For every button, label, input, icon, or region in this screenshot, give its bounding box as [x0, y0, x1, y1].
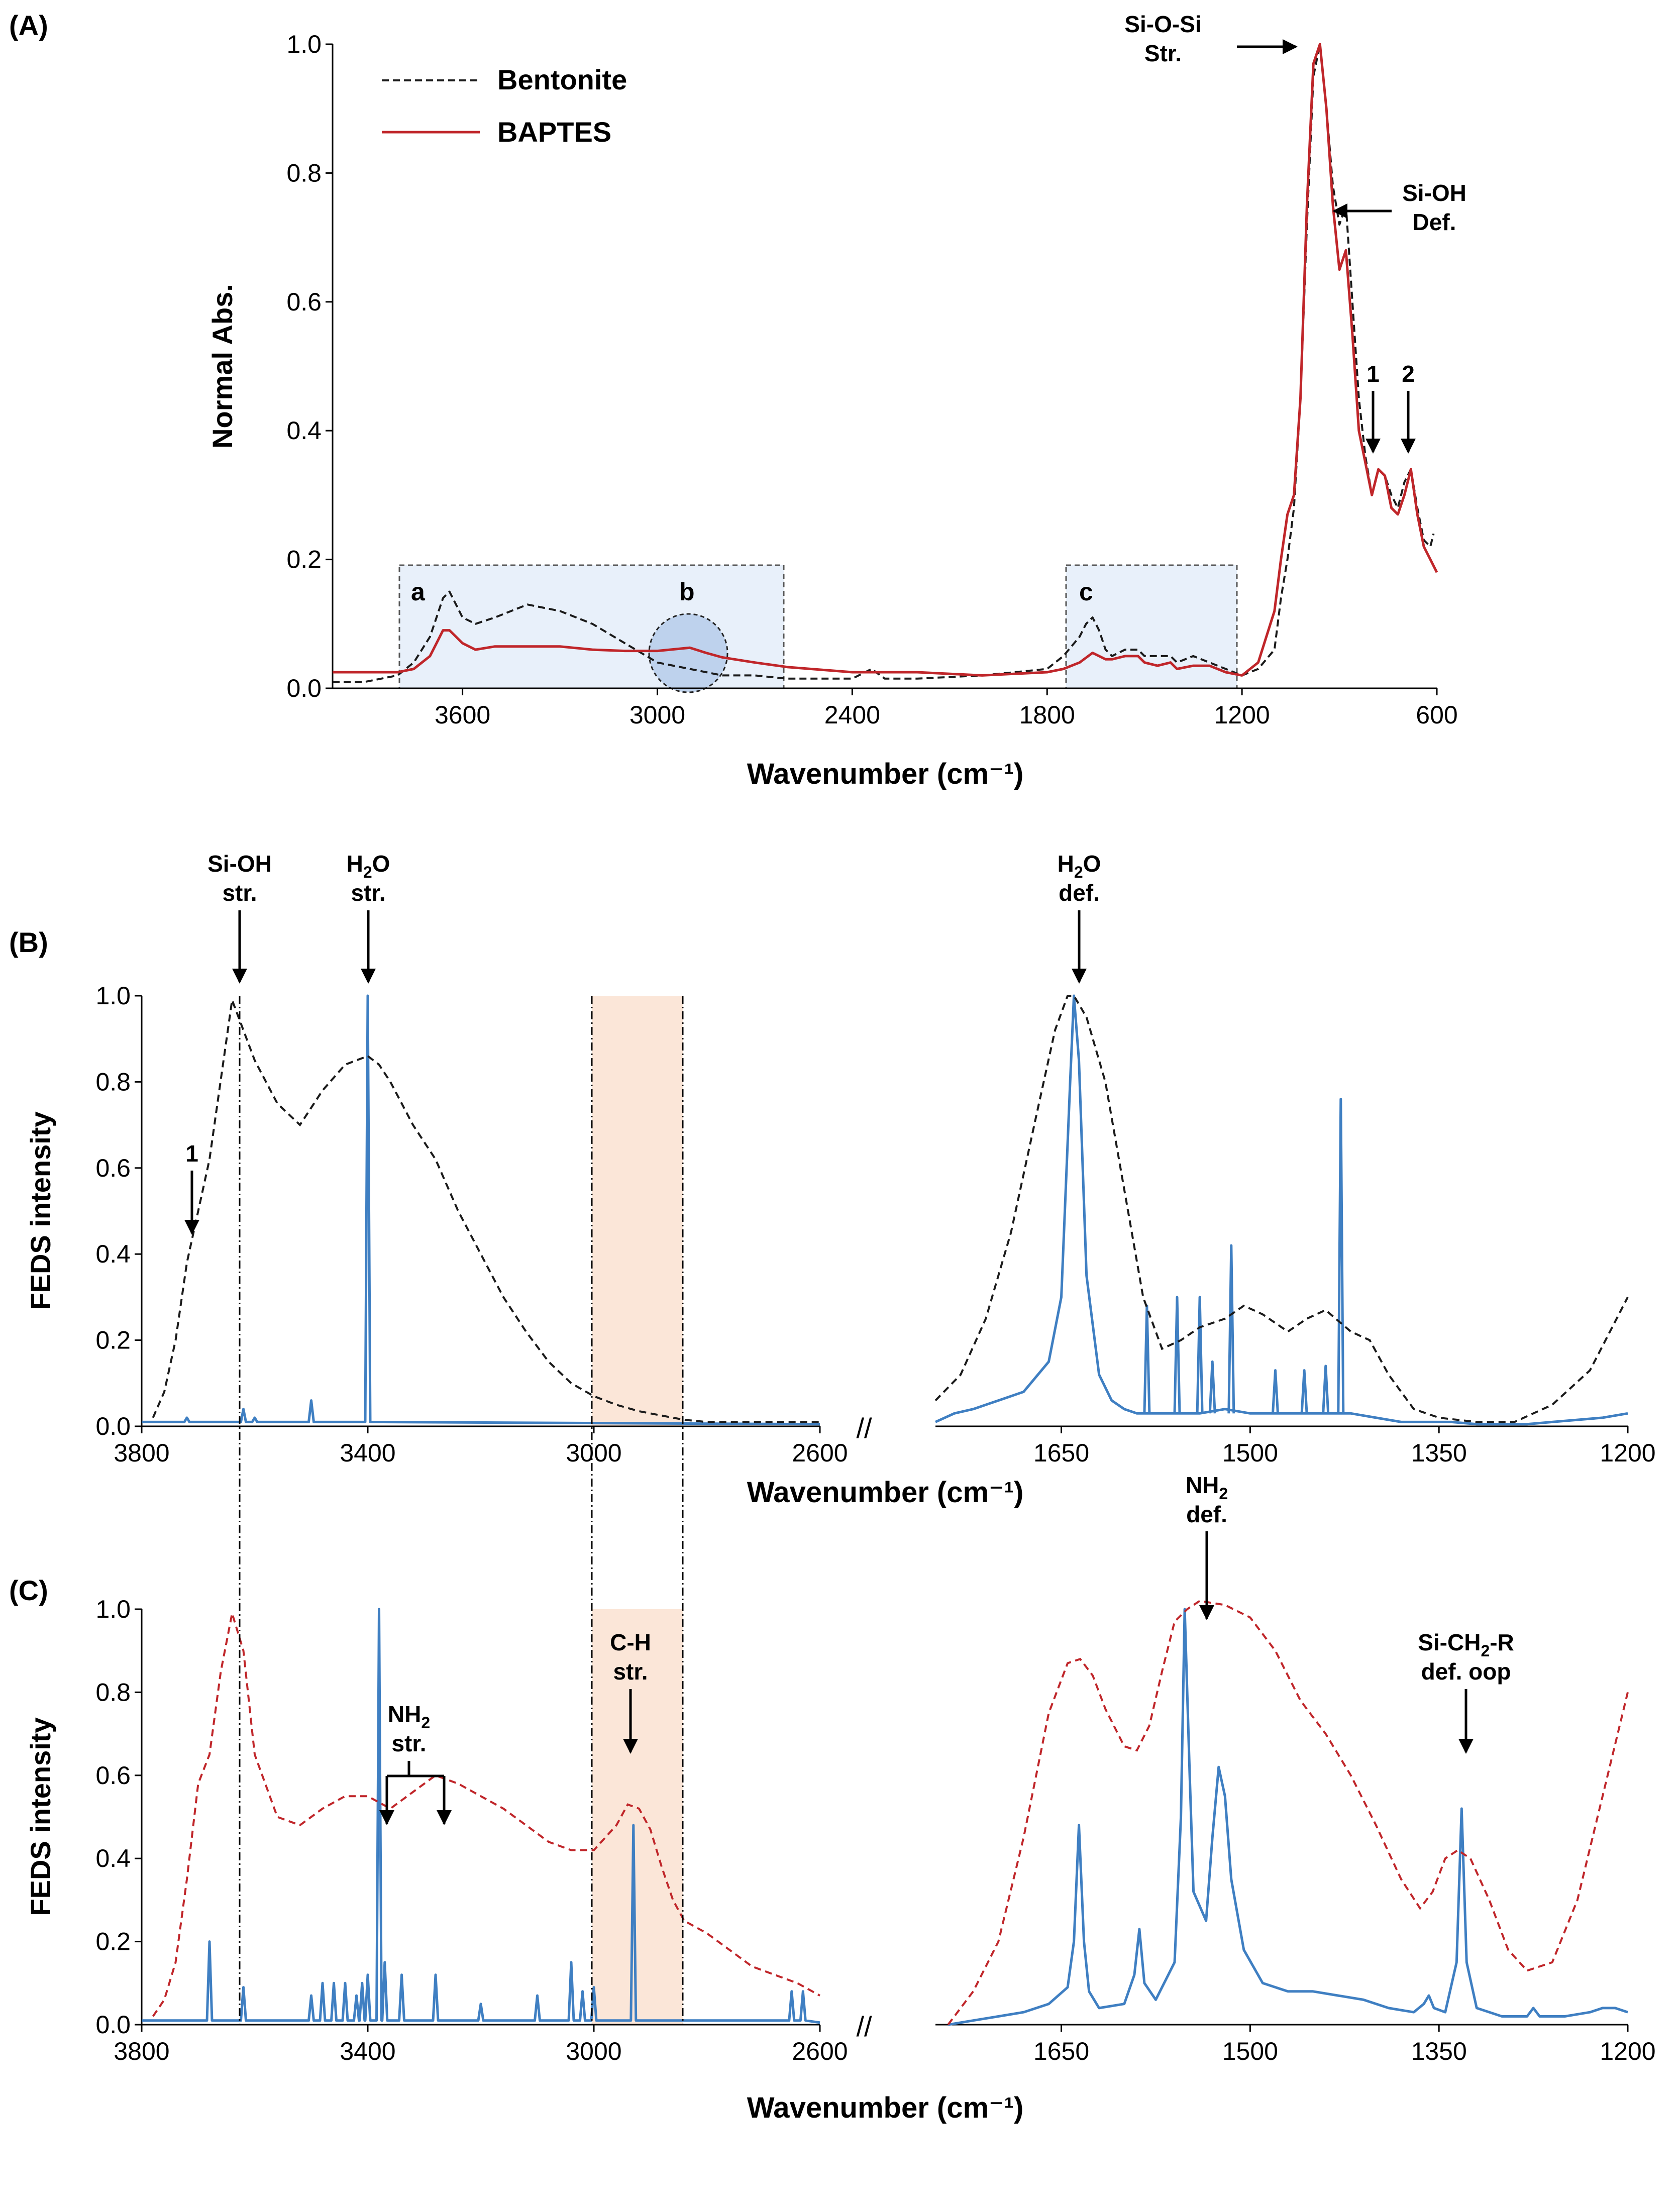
panel-b-left-xtick-label: 3400 [340, 1439, 395, 1467]
panel-c-left-xtick-label: 3000 [566, 2037, 621, 2065]
panel-c: (C) // 0.0 0.2 0.4 0.6 0.8 1.0 3800 3400 3000 26… [9, 1472, 1656, 2124]
panel-c-dashed-envelope-left [152, 1613, 820, 2017]
panel-a-xtick-label: 1200 [1214, 701, 1270, 729]
panel-b-break: // [856, 1412, 872, 1444]
annot-si-oh: Si-OH [1402, 180, 1466, 206]
panel-b-ytick-label: 0.6 [95, 1154, 131, 1182]
panel-a-x-label: Wavenumber (cm⁻¹) [747, 758, 1024, 790]
annot-b-h2o-str: H2O [347, 851, 390, 881]
panel-c-left-xtick-label: 3400 [340, 2037, 395, 2065]
panel-c-right-xtick-label: 1500 [1222, 2037, 1278, 2065]
region-c-label: c [1079, 578, 1093, 606]
region-b-label: b [679, 578, 695, 606]
panel-a-y-label: Normal Abs. [206, 284, 238, 449]
panel-c-label: (C) [9, 1575, 48, 1606]
panel-a-ytick-label: 0.4 [286, 416, 322, 445]
panel-a-ytick-label: 0.0 [286, 674, 322, 702]
panel-b-left-xtick-label: 3800 [114, 1439, 169, 1467]
panel-c-dashed-envelope-right [947, 1600, 1629, 2026]
panel-b-ytick-label: 0.2 [95, 1326, 131, 1354]
panel-a-xtick-label: 3600 [435, 701, 490, 729]
annot-c-nh2-def-2: def. [1186, 1501, 1227, 1527]
panel-b-left-xtick-label: 2600 [792, 1439, 848, 1467]
annot-c-ch-str: C-H [610, 1629, 651, 1655]
annot-b-sioh: Si-OH [207, 851, 272, 877]
panel-c-break: // [856, 2011, 872, 2042]
panel-a-xtick-label: 2400 [824, 701, 880, 729]
panel-c-ytick-label: 1.0 [95, 1595, 131, 1623]
panel-b-label: (B) [9, 926, 48, 958]
panel-c-ytick-label: 0.0 [95, 2011, 131, 2039]
annot-c-nh2-str: NH2 [388, 1701, 430, 1732]
panel-c-ytick-label: 0.2 [95, 1928, 131, 1956]
panel-b-right-xtick-label: 1500 [1222, 1439, 1278, 1467]
annot-b-1: 1 [185, 1140, 198, 1167]
panel-c-blue-spectrum-left [141, 1608, 820, 2024]
region-b-circle [648, 613, 728, 693]
annot-si-o-si-2: Str. [1144, 40, 1182, 66]
region-a-label: a [411, 578, 426, 606]
annot-c-sich2-2: def. oop [1421, 1658, 1511, 1685]
panel-c-x-label: Wavenumber (cm⁻¹) [747, 2091, 1024, 2124]
panel-b-ytick-label: 1.0 [95, 982, 131, 1010]
panel-c-right-xtick-label: 1200 [1600, 2037, 1655, 2065]
panel-b-blue-sticks-right [1143, 1098, 1345, 1414]
panel-b-x-label: Wavenumber (cm⁻¹) [747, 1476, 1024, 1509]
legend-bentonite-label: Bentonite [497, 64, 627, 95]
panel-a-xtick-label: 3000 [629, 701, 685, 729]
panel-b-blue-spectrum-left [141, 994, 820, 1426]
region-a-box [398, 564, 785, 689]
series-baptes [333, 43, 1438, 677]
panel-c-right-xtick-label: 1650 [1033, 2037, 1089, 2065]
panel-b-blue-spectrum-right [934, 994, 1628, 1426]
panel-b-right-xtick-label: 1200 [1600, 1439, 1655, 1467]
annot-b-h2o-str-2: str. [351, 880, 385, 906]
panel-c-blue-spectrum-right [948, 1608, 1628, 2026]
panel-b-ytick-label: 0.8 [95, 1068, 131, 1096]
panel-a-ytick-label: 0.2 [286, 546, 322, 574]
panel-b-dashed-envelope-right [934, 995, 1629, 1423]
annot-si-o-si: Si-O-Si [1124, 11, 1201, 37]
annot-b-sioh-2: str. [222, 880, 257, 906]
panel-b-right-xtick-label: 1650 [1033, 1439, 1089, 1467]
annot-b-h2o-def-2: def. [1059, 880, 1100, 906]
panel-c-left-xtick-label: 3800 [114, 2037, 169, 2065]
panel-b-left-xtick-label: 3000 [566, 1439, 621, 1467]
panel-a-xtick-label: 600 [1416, 701, 1457, 729]
annot-peak-1: 1 [1367, 361, 1380, 387]
panel-a-ytick-label: 1.0 [286, 30, 322, 58]
panel-b-dashed-envelope-left [152, 999, 820, 1423]
panel-a: (A) a b c 0.0 0.2 0.4 0.6 0.8 1.0 3600 3000 240… [9, 10, 1466, 790]
panel-b: (B) // 0.0 0.2 0.4 0.6 0.8 1.0 3800 3400 3000 26… [9, 851, 1656, 1509]
panel-b-y-label: FEDS intensity [25, 1111, 56, 1310]
panel-b-right-xtick-label: 1350 [1411, 1439, 1467, 1467]
region-c-box [1065, 564, 1238, 689]
annot-c-ch-str-2: str. [613, 1658, 648, 1685]
panel-c-ytick-label: 0.8 [95, 1678, 131, 1706]
legend-baptes-label: BAPTES [497, 116, 611, 148]
panel-c-ytick-label: 0.6 [95, 1761, 131, 1790]
panel-a-label: (A) [9, 10, 48, 41]
panel-c-right-xtick-label: 1350 [1411, 2037, 1467, 2065]
annot-c-nh2-def: NH2 [1186, 1472, 1228, 1503]
series-bentonite [333, 43, 1435, 683]
annot-peak-2: 2 [1402, 361, 1415, 387]
panel-b-ytick-label: 0.0 [95, 1412, 131, 1440]
panel-c-y-label: FEDS intensity [25, 1717, 56, 1916]
orange-band-b [592, 996, 683, 1426]
annot-c-nh2-str-2: str. [391, 1730, 426, 1756]
panel-a-ytick-label: 0.6 [286, 288, 322, 316]
panel-c-ytick-label: 0.4 [95, 1844, 131, 1872]
panel-c-left-xtick-label: 2600 [792, 2037, 848, 2065]
panel-b-ytick-label: 0.4 [95, 1240, 131, 1268]
panel-a-ytick-label: 0.8 [286, 159, 322, 187]
panel-a-xtick-label: 1800 [1019, 701, 1075, 729]
annot-si-oh-2: Def. [1413, 209, 1456, 235]
annot-c-sich2: Si-CH2-R [1418, 1629, 1514, 1660]
orange-band-c-visible [592, 1609, 683, 2025]
annot-b-h2o-def: H2O [1058, 851, 1101, 881]
